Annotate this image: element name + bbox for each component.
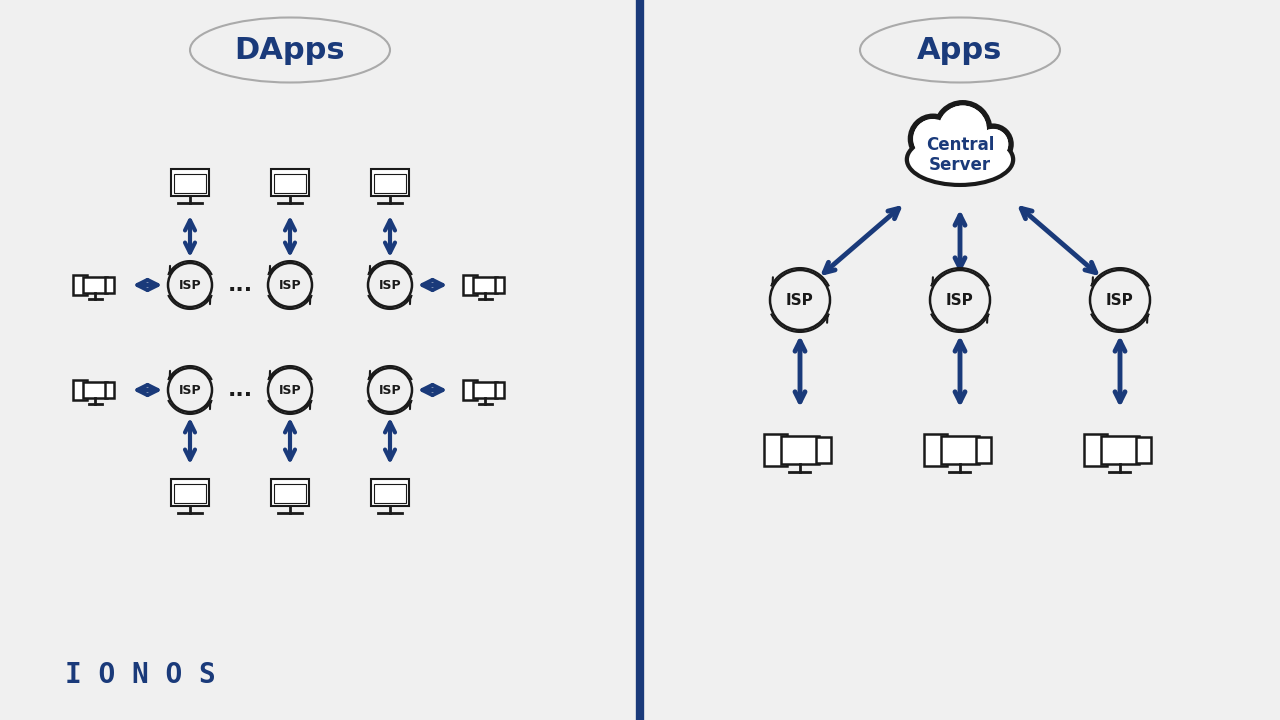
FancyBboxPatch shape: [174, 485, 206, 503]
Circle shape: [975, 126, 1011, 162]
Text: Apps: Apps: [918, 35, 1002, 65]
Circle shape: [910, 117, 955, 161]
FancyBboxPatch shape: [73, 275, 87, 294]
Text: ISP: ISP: [179, 279, 201, 292]
Circle shape: [936, 103, 989, 157]
FancyBboxPatch shape: [271, 169, 310, 196]
Text: ISP: ISP: [279, 279, 301, 292]
FancyBboxPatch shape: [495, 277, 504, 293]
Text: ...: ...: [228, 380, 252, 400]
FancyBboxPatch shape: [371, 169, 410, 196]
Text: ISP: ISP: [946, 292, 974, 307]
FancyBboxPatch shape: [371, 480, 410, 505]
Circle shape: [913, 119, 952, 158]
Text: ISP: ISP: [379, 384, 402, 397]
Circle shape: [938, 106, 987, 154]
FancyBboxPatch shape: [463, 380, 477, 400]
FancyBboxPatch shape: [474, 276, 497, 294]
Text: DApps: DApps: [234, 35, 346, 65]
FancyBboxPatch shape: [941, 436, 979, 464]
FancyBboxPatch shape: [815, 438, 831, 463]
Text: ISP: ISP: [279, 384, 301, 397]
FancyBboxPatch shape: [975, 438, 991, 463]
Text: Central
Server: Central Server: [925, 135, 995, 174]
Text: ISP: ISP: [179, 384, 201, 397]
FancyBboxPatch shape: [105, 382, 114, 398]
FancyBboxPatch shape: [105, 277, 114, 293]
FancyBboxPatch shape: [1101, 436, 1139, 464]
FancyBboxPatch shape: [83, 276, 106, 294]
Ellipse shape: [909, 136, 1011, 183]
FancyBboxPatch shape: [274, 485, 306, 503]
Circle shape: [978, 129, 1009, 160]
FancyBboxPatch shape: [83, 382, 106, 398]
FancyBboxPatch shape: [474, 382, 497, 398]
FancyBboxPatch shape: [924, 434, 947, 466]
FancyBboxPatch shape: [374, 174, 406, 193]
FancyBboxPatch shape: [1084, 434, 1107, 466]
FancyBboxPatch shape: [170, 480, 209, 505]
Ellipse shape: [908, 135, 1012, 184]
FancyBboxPatch shape: [271, 480, 310, 505]
FancyBboxPatch shape: [274, 174, 306, 193]
Text: I O N O S: I O N O S: [65, 661, 216, 689]
Text: ISP: ISP: [379, 279, 402, 292]
FancyBboxPatch shape: [1135, 438, 1151, 463]
FancyBboxPatch shape: [170, 169, 209, 196]
FancyBboxPatch shape: [463, 275, 477, 294]
Text: ...: ...: [228, 275, 252, 295]
FancyBboxPatch shape: [174, 174, 206, 193]
FancyBboxPatch shape: [73, 380, 87, 400]
Text: ISP: ISP: [1106, 292, 1134, 307]
FancyBboxPatch shape: [374, 485, 406, 503]
FancyBboxPatch shape: [495, 382, 504, 398]
FancyBboxPatch shape: [781, 436, 819, 464]
Text: ISP: ISP: [786, 292, 814, 307]
FancyBboxPatch shape: [764, 434, 787, 466]
